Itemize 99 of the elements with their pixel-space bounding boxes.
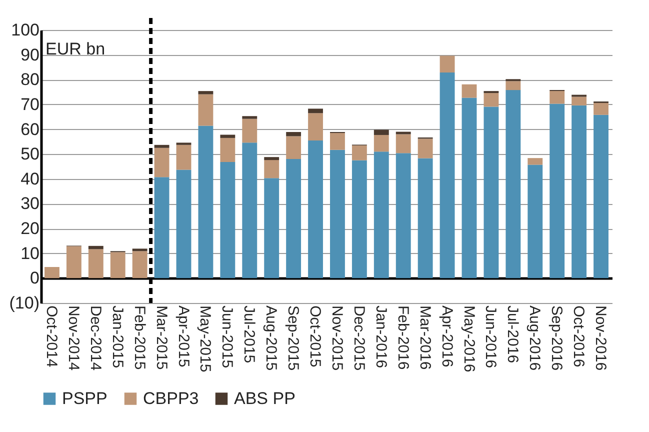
x-tick-label: Dec-2014 [86, 306, 104, 371]
x-tick-label: Jan-2015 [108, 306, 126, 368]
x-tick-label: Jan-2016 [372, 306, 390, 368]
y-tick-label: 40 [20, 169, 40, 188]
bar [132, 251, 148, 278]
bar [88, 246, 104, 250]
bar [154, 148, 170, 178]
bar [462, 98, 477, 278]
bar [154, 144, 170, 148]
bar [176, 170, 192, 278]
bar [242, 116, 258, 119]
y-tick-label: 50 [20, 144, 40, 164]
bar [308, 140, 323, 278]
bar [330, 132, 345, 150]
bar [594, 114, 608, 278]
bar [242, 142, 258, 278]
bar [264, 157, 280, 160]
x-tick-label: Sep-2015 [284, 306, 302, 371]
bar [550, 91, 565, 104]
x-tick-label: Nov-2015 [328, 306, 346, 371]
bar [418, 158, 433, 278]
bar [506, 90, 521, 278]
bar [220, 162, 236, 278]
bar [286, 132, 302, 136]
bar [198, 94, 214, 126]
x-tick-label: May-2016 [460, 306, 478, 372]
x-tick-label: Oct-2014 [42, 306, 60, 368]
x-tick-label: Mar-2016 [416, 306, 434, 370]
bar [44, 267, 60, 278]
bar [374, 134, 389, 152]
y-tick-label: 30 [20, 194, 40, 214]
x-tick-label: Nov-2016 [592, 306, 610, 371]
bar [88, 249, 104, 278]
x-tick-label: Dec-2015 [350, 306, 368, 371]
bar [198, 126, 214, 278]
x-tick-label: Jun-2016 [482, 306, 500, 368]
bar [572, 96, 587, 106]
bar [264, 178, 280, 278]
y-tick-label: 70 [20, 94, 40, 114]
bar [242, 118, 258, 143]
bar [264, 160, 280, 178]
bar [374, 130, 389, 135]
x-tick-label: Apr-2015 [174, 306, 192, 368]
bar [528, 158, 543, 165]
bar [198, 91, 214, 94]
bar [308, 108, 323, 114]
bar [352, 160, 367, 278]
legend-label: PSPP [62, 388, 108, 408]
bar [396, 134, 411, 154]
legend-label: ABS PP [234, 388, 296, 408]
y-axis-title: EUR bn [46, 40, 106, 58]
bar [528, 164, 543, 278]
y-tick-label: 80 [20, 70, 40, 90]
y-tick-label: 100 [11, 20, 40, 40]
x-tick-label: Jul-2016 [504, 306, 522, 364]
bar [572, 105, 587, 278]
bar [220, 138, 236, 162]
bar [440, 72, 455, 278]
x-tick-label: Sep-2016 [548, 306, 566, 371]
bar [154, 177, 170, 278]
bar [550, 104, 565, 278]
legend-label: CBPP3 [143, 388, 199, 408]
bar [418, 138, 433, 158]
bar [176, 144, 192, 170]
bar [286, 136, 302, 160]
x-tick-label: Mar-2015 [152, 306, 170, 370]
bar [374, 152, 389, 278]
x-tick-label: Oct-2015 [306, 306, 324, 368]
x-tick-label: Nov-2014 [64, 306, 82, 371]
x-tick-label: Aug-2016 [526, 306, 544, 371]
x-tick-label: Apr-2016 [438, 306, 456, 368]
x-tick-label: Feb-2015 [130, 306, 148, 370]
bar [330, 150, 345, 278]
y-tick-label: 90 [20, 45, 40, 64]
bar [594, 102, 608, 115]
bar [462, 84, 477, 98]
bar [440, 56, 455, 72]
bar [506, 81, 521, 90]
bar [396, 153, 411, 278]
bar [484, 106, 499, 278]
y-tick-label: 60 [20, 120, 40, 139]
y-tick-label: (10) [9, 294, 40, 312]
x-tick-label: Jul-2015 [240, 306, 258, 364]
x-tick-label: May-2015 [196, 306, 214, 372]
bar [286, 159, 302, 278]
bar [66, 246, 82, 278]
x-tick-label: Feb-2016 [394, 306, 412, 370]
bar [484, 93, 499, 107]
bar [132, 248, 148, 252]
x-tick-label: Oct-2016 [570, 306, 588, 368]
bar [220, 134, 236, 138]
bar [308, 113, 323, 140]
bar [352, 145, 367, 160]
y-tick-label: 20 [20, 219, 40, 238]
y-tick-label: 0 [30, 268, 40, 288]
x-tick-label: Aug-2015 [262, 306, 280, 371]
bar [110, 252, 126, 278]
x-tick-label: Jun-2015 [218, 306, 236, 368]
y-tick-label: 10 [20, 244, 40, 263]
